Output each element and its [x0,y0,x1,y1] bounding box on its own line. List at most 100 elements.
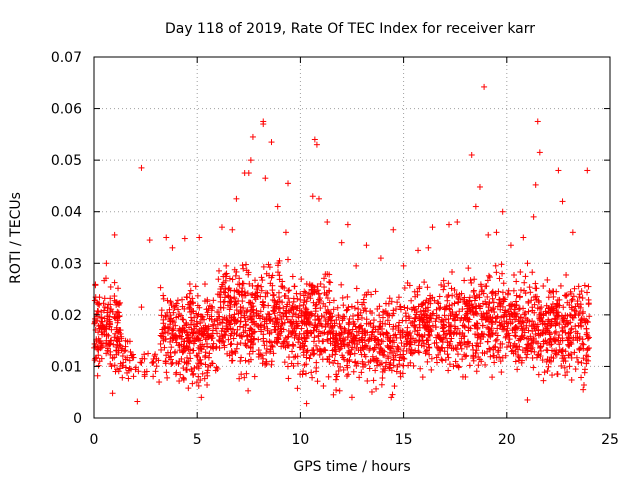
data-point [489,374,496,381]
data-point [225,286,232,293]
data-point [339,294,346,301]
data-point [164,374,171,381]
data-point [194,292,201,299]
data-point [179,316,186,323]
data-point [294,360,301,367]
data-point [554,371,561,378]
data-point [95,352,102,359]
data-point [335,367,342,374]
data-point [294,385,301,392]
data-point [337,323,344,330]
data-point [406,282,413,289]
data-point [332,351,339,358]
data-point [233,345,240,352]
data-point [137,359,144,366]
data-point [540,377,547,384]
data-point [199,370,206,377]
data-point [470,287,477,294]
data-point [392,352,399,359]
data-point [349,339,356,346]
data-point [281,359,288,366]
data-point [197,377,204,384]
data-point [196,327,203,334]
data-point [365,359,372,366]
data-point [285,256,292,263]
data-point [428,355,435,362]
data-point [190,347,197,354]
data-point [244,332,251,339]
data-point [288,319,295,326]
data-point [120,359,127,366]
data-point [390,332,397,339]
x-tick-label: 0 [90,432,99,448]
data-point [210,322,217,329]
data-point [525,299,532,306]
data-point [249,348,256,355]
data-point [238,371,245,378]
data-point [116,312,123,319]
data-point [472,203,479,210]
x-tick-label: 5 [193,432,202,448]
data-point [98,344,105,351]
data-point [334,304,341,311]
data-point [227,341,234,348]
data-point [484,338,491,345]
data-point [279,299,286,306]
data-point [262,293,269,300]
data-point [313,342,320,349]
data-point [281,319,288,326]
data-point [108,306,115,313]
data-point [290,354,297,361]
data-point [360,296,367,303]
data-point [449,269,456,276]
data-point [325,373,332,380]
data-point [111,231,118,238]
data-point [115,347,122,354]
data-point [103,350,110,357]
data-point [316,297,323,304]
data-point [181,359,188,366]
data-point [269,291,276,298]
data-point [202,352,209,359]
data-point [198,346,205,353]
data-point [202,361,209,368]
data-point [429,224,436,231]
data-point [339,315,346,322]
data-point [526,284,533,291]
data-point [103,260,110,267]
data-point [322,347,329,354]
data-point [282,310,289,317]
data-point [197,360,204,367]
data-point [180,374,187,381]
data-point [334,340,341,347]
data-point [356,374,363,381]
data-point [258,274,265,281]
data-point [163,234,170,241]
data-point [205,332,212,339]
data-point [507,242,514,249]
data-point [290,362,297,369]
data-point [149,359,156,366]
data-point [224,292,231,299]
data-point [445,367,452,374]
data-point [159,326,166,333]
data-point [238,291,245,298]
data-point [330,297,337,304]
data-point [506,336,513,343]
data-point [237,318,244,325]
data-point [369,329,376,336]
data-point [301,297,308,304]
data-point [384,317,391,324]
data-point [160,316,167,323]
data-point [499,208,506,215]
data-point [277,325,284,332]
data-point [115,285,122,292]
data-point [522,273,529,280]
data-point [214,330,221,337]
data-point [168,315,175,322]
data-point [168,299,175,306]
data-point [351,305,358,312]
data-point [195,336,202,343]
data-point [336,330,343,337]
data-point [282,334,289,341]
